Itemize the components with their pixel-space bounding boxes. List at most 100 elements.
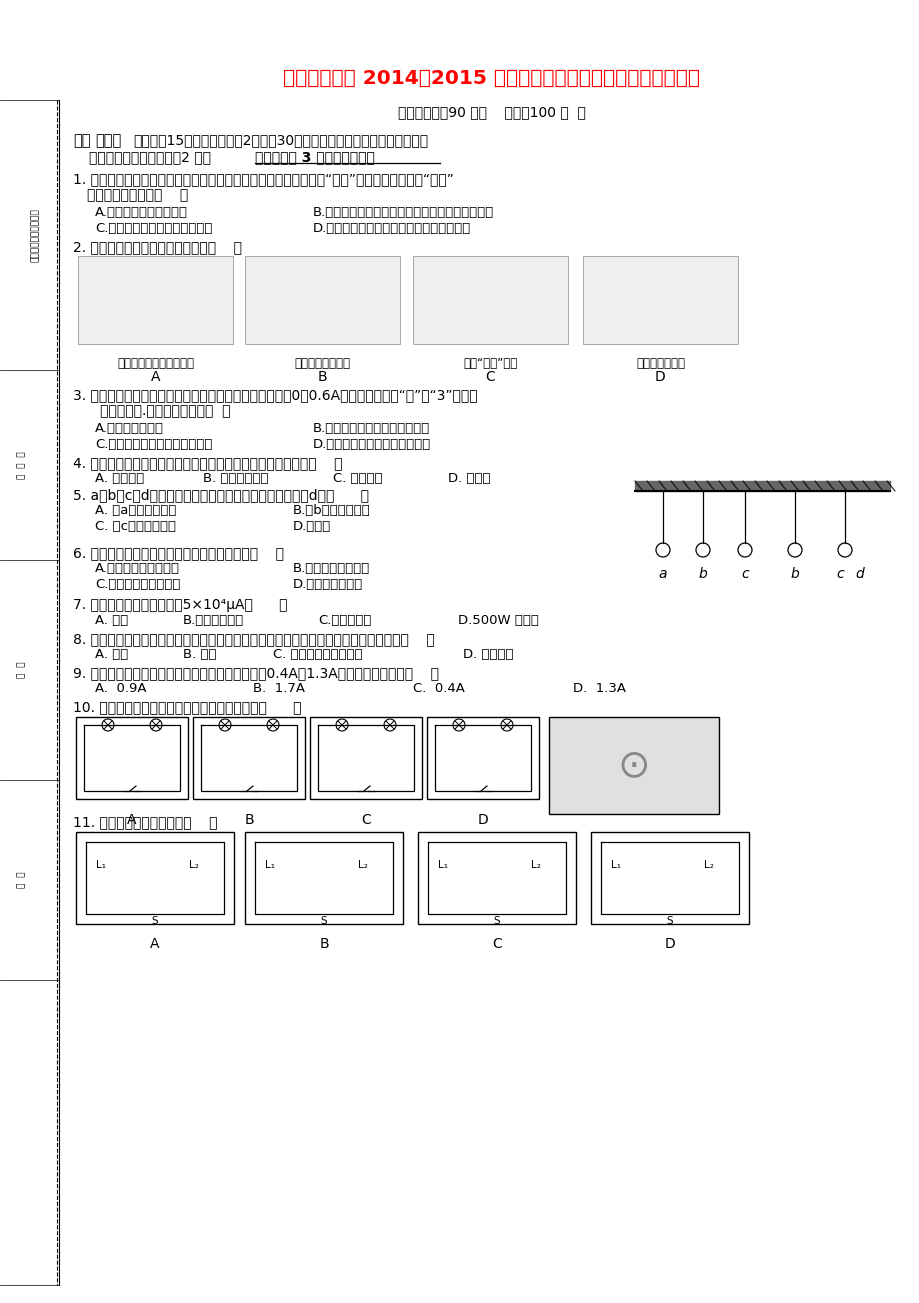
Text: 3. 某学生使用电流表时，根据电路中的待测电流，应选用0～0.6A的量程，但误将“－”和“3”两接线: 3. 某学生使用电流表时，根据电路中的待测电流，应选用0～0.6A的量程，但误将… [73, 388, 477, 403]
Circle shape [501, 719, 513, 731]
Text: C.  0.4A: C. 0.4A [413, 681, 464, 694]
Text: A: A [150, 937, 160, 951]
Text: 10. 下列四个电路图中与右边实物图相对应的是（      ）: 10. 下列四个电路图中与右边实物图相对应的是（ ） [73, 700, 301, 714]
Circle shape [102, 719, 114, 731]
Text: 班  级: 班 级 [17, 662, 27, 679]
Text: D.500W 电熨树: D.500W 电熨树 [458, 614, 539, 627]
Text: B.指针摆动角度小，读数更准确: B.指针摆动角度小，读数更准确 [312, 422, 430, 435]
Text: S: S [152, 916, 158, 926]
Text: B: B [319, 937, 328, 951]
Text: c: c [741, 567, 748, 581]
Text: 用热风干手器将湿手吹干: 用热风干手器将湿手吹干 [117, 357, 194, 370]
Bar [76, 833, 233, 924]
Circle shape [737, 543, 751, 556]
Text: D. 内能多: D. 内能多 [448, 472, 490, 485]
Text: B: B [244, 813, 254, 827]
Text: L₂: L₂ [703, 860, 713, 870]
Text: A.减小导体两端的电压: A.减小导体两端的电压 [95, 562, 180, 575]
Text: A: A [127, 813, 137, 827]
Bar [413, 255, 567, 344]
Text: a: a [658, 567, 666, 581]
Text: 11. 如图所示电路正确的是（    ）: 11. 如图所示电路正确的是（ ） [73, 814, 217, 829]
Text: C. 可以串联也可以并联: C. 可以串联也可以并联 [273, 648, 362, 661]
Text: B.冰筱内的水蜆气遇到室内的热空气而升华成的雾: B.冰筱内的水蜆气遇到室内的热空气而升华成的雾 [312, 206, 494, 219]
Text: B: B [317, 370, 327, 384]
Text: 8. 街道上的灯在正常情况下，同时亮，同时息灯，那么街上的各路灯之间的连接方式是（    ）: 8. 街道上的灯在正常情况下，同时亮，同时息灯，那么街上的各路灯之间的连接方式是… [73, 632, 435, 646]
Text: 2. 下列图中利用做功改变内能的是（    ）: 2. 下列图中利用做功改变内能的是（ ） [73, 240, 242, 254]
Text: 答案填在第 3 页的答题卷上）: 答案填在第 3 页的答题卷上） [255, 150, 374, 164]
Text: B.  1.7A: B. 1.7A [253, 681, 305, 694]
Bar [426, 717, 539, 799]
Text: B.晶体管收音机: B.晶体管收音机 [183, 614, 244, 627]
Text: A. 串联: A. 串联 [95, 648, 128, 661]
Text: L₂: L₂ [188, 860, 199, 870]
Bar [590, 833, 748, 924]
Bar [417, 833, 575, 924]
Text: D: D [664, 937, 675, 951]
Text: A. 与a球带同种电荷: A. 与a球带同种电荷 [95, 504, 176, 517]
Text: C.减小导体的横截面积: C.减小导体的横截面积 [95, 579, 180, 592]
Text: B.与b球带同种电荷: B.与b球带同种电荷 [292, 504, 370, 517]
Text: 9. 用电流表测得某并联电路中两支路的电流分别为0.4A、1.3A，则干路中的电流（    ）: 9. 用电流表测得某并联电路中两支路的电流分别为0.4A、1.3A，则干路中的电… [73, 666, 438, 680]
Text: 龙岩一中分校 2014－2015 学年第一学期期中测试九年爉物理试卷: 龙岩一中分校 2014－2015 学年第一学期期中测试九年爉物理试卷 [283, 69, 699, 87]
Text: D.指针摆动角度小，读数不精确: D.指针摆动角度小，读数不精确 [312, 438, 431, 451]
Bar [244, 833, 403, 924]
Text: D.  1.3A: D. 1.3A [573, 681, 625, 694]
Text: d: d [855, 567, 864, 581]
Text: A.冰筱内原有的白色气体: A.冰筱内原有的白色气体 [95, 206, 187, 219]
Text: 1. 在炎热的夏天，我们常会看到当打开冰筱冷冻室的门时，有许多“白气”涌出。下面关于此“白气”: 1. 在炎热的夏天，我们常会看到当打开冰筱冷冻室的门时，有许多“白气”涌出。下面… [73, 172, 453, 186]
Text: 小孩从滑梯上滑下: 小孩从滑梯上滑下 [294, 357, 350, 370]
Text: C. 比热容大: C. 比热容大 [333, 472, 382, 485]
Text: L₁: L₁ [437, 860, 448, 870]
Text: B. 并联: B. 并联 [183, 648, 216, 661]
Text: C. 与c球带同种电荷: C. 与c球带同种电荷 [95, 520, 176, 533]
Text: A. 空调: A. 空调 [95, 614, 128, 627]
Circle shape [788, 543, 801, 556]
Bar [583, 255, 737, 344]
Bar [193, 717, 305, 799]
Circle shape [219, 719, 231, 731]
Bar [310, 717, 422, 799]
Text: 6. 有一段导体，下列措施中能减小其电阳的是（    ）: 6. 有一段导体，下列措施中能减小其电阳的是（ ） [73, 546, 284, 560]
Circle shape [335, 719, 347, 731]
Text: C: C [361, 813, 370, 827]
Text: C.冰筱内的制冷液蘸发出的气体: C.冰筱内的制冷液蘸发出的气体 [95, 222, 212, 235]
Text: A: A [151, 370, 160, 384]
Text: 选择题: 选择题 [95, 133, 121, 149]
Text: 姓  名: 姓 名 [17, 872, 27, 889]
Bar [76, 717, 187, 799]
Circle shape [696, 543, 709, 556]
Text: c: c [835, 567, 843, 581]
Text: 准考证号（考场编号）: 准考证号（考场编号） [30, 208, 40, 262]
Text: C.家用电冰筱: C.家用电冰筱 [318, 614, 371, 627]
Text: D.室内空气中的水蜆气遇冷液化成的小水珠: D.室内空气中的水蜆气遇冷液化成的小水珠 [312, 222, 471, 235]
Text: 7. 下列哪个用电器的电流为5×10⁴μA（      ）: 7. 下列哪个用电器的电流为5×10⁴μA（ ） [73, 598, 288, 612]
Text: A. 热传递快: A. 热传递快 [95, 472, 144, 485]
Text: b: b [698, 567, 707, 581]
Bar [549, 717, 719, 814]
Circle shape [150, 719, 162, 731]
Text: b: b [789, 567, 799, 581]
Text: A.  0.9A: A. 0.9A [95, 681, 146, 694]
Bar [244, 255, 400, 344]
Text: B. 温度降低得快: B. 温度降低得快 [203, 472, 268, 485]
Text: D. 无法判断: D. 无法判断 [462, 648, 513, 661]
Text: C: C [492, 937, 502, 951]
Text: （考试时间：90 分钟    满分：100 分  ）: （考试时间：90 分钟 满分：100 分 ） [398, 106, 585, 119]
Circle shape [837, 543, 851, 556]
Text: 一个正确选项，选对的给2 分。: 一个正确选项，选对的给2 分。 [89, 150, 210, 164]
Circle shape [383, 719, 395, 731]
Text: 5. a、b、c、d四个通草球的相互作用情况如右图所示，则d球（      ）: 5. a、b、c、d四个通草球的相互作用情况如右图所示，则d球（ ） [73, 489, 369, 502]
Text: L₂: L₂ [357, 860, 368, 870]
Text: 的说法中正确的是（    ）: 的说法中正确的是（ ） [87, 188, 188, 202]
Text: C: C [485, 370, 494, 384]
Text: 液化气燃烧加热: 液化气燃烧加热 [635, 357, 685, 370]
Text: D: D [477, 813, 488, 827]
Text: L₁: L₁ [610, 860, 620, 870]
Text: C.指针摆动角度小，会损坏电表: C.指针摆动角度小，会损坏电表 [95, 438, 212, 451]
Text: 4. 汽车发动机外利用循环流动的水冷却发动机，这是因为水的（    ）: 4. 汽车发动机外利用循环流动的水冷却发动机，这是因为水的（ ） [73, 456, 342, 470]
Text: 冬天“哈气”取暖: 冬天“哈气”取暖 [463, 357, 517, 370]
Text: B.减小导体中的电流: B.减小导体中的电流 [292, 562, 369, 575]
Text: 一、: 一、 [73, 133, 90, 149]
Circle shape [452, 719, 464, 731]
